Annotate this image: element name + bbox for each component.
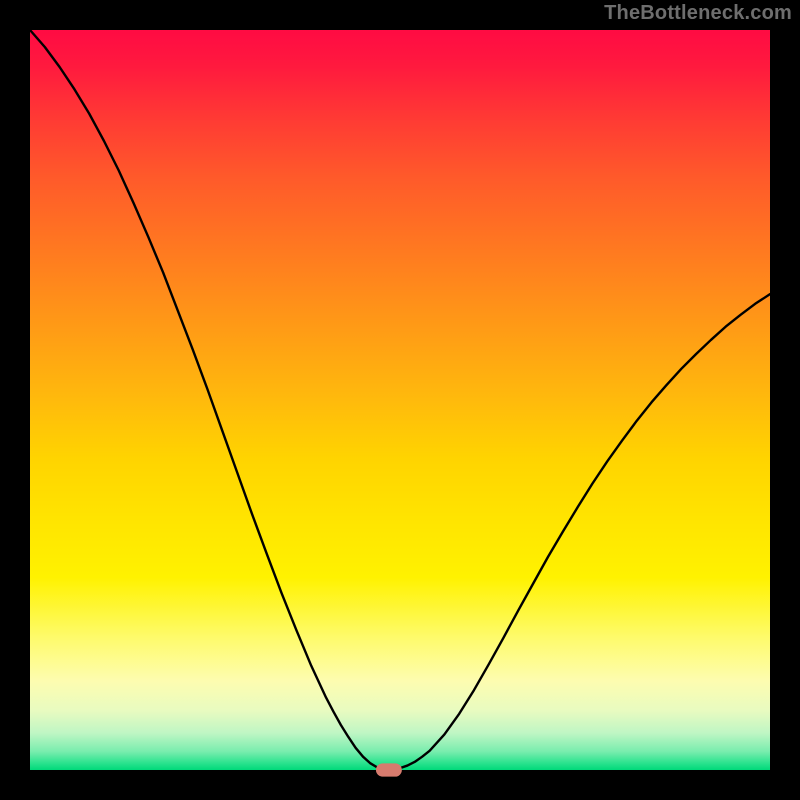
chart-background [30, 30, 770, 770]
bottleneck-chart [0, 0, 800, 800]
chart-container: TheBottleneck.com [0, 0, 800, 800]
optimal-point-marker [376, 763, 402, 776]
